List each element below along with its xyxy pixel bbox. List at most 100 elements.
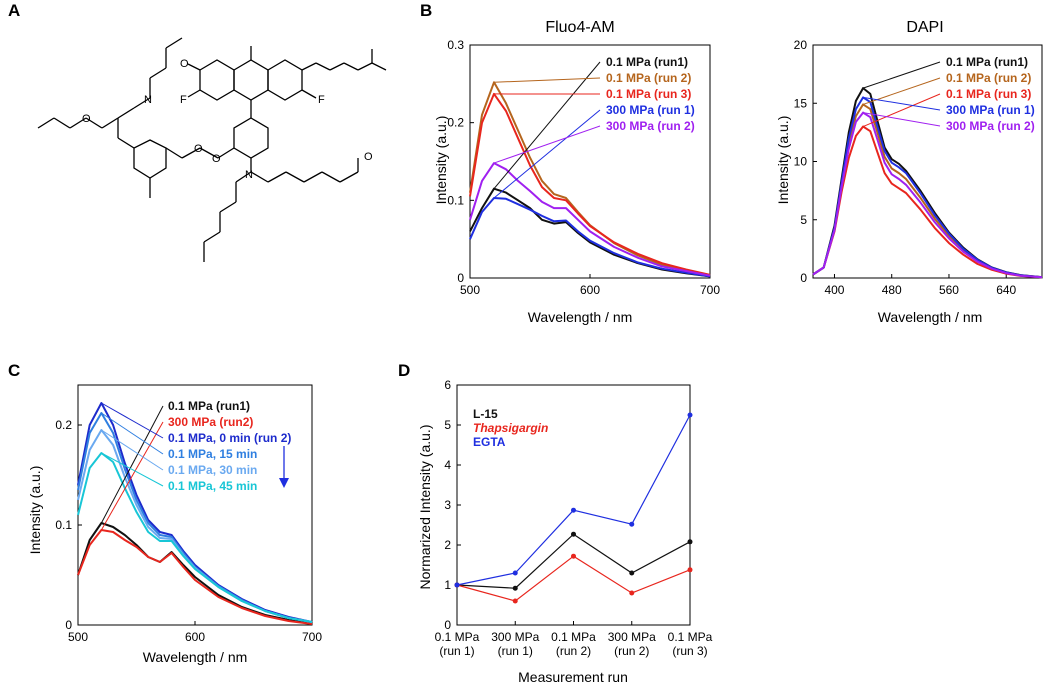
bond — [85, 117, 103, 129]
dapi-xtick-label: 560 — [939, 283, 959, 297]
normalized-xlabel: Measurement run — [518, 669, 628, 685]
time-legend-leader — [101, 412, 164, 455]
panel-letter-b: B — [420, 1, 432, 20]
normalized-ytick-label: 2 — [444, 538, 451, 552]
normalized-ylabel: Normarized Intensity (a.u.) — [417, 425, 433, 590]
dapi-legend-label: 0.1 MPa (run1) — [946, 55, 1028, 69]
fluo4-ylabel: Intensity (a.u.) — [433, 116, 449, 205]
normalized-ytick-label: 4 — [444, 458, 451, 472]
bond — [53, 117, 71, 129]
time-xtick-label: 500 — [68, 630, 88, 644]
bond — [117, 137, 135, 149]
bond — [133, 97, 151, 109]
time-ytick-label: 0.1 — [55, 518, 72, 532]
dapi-legend-label: 0.1 MPa (run 2) — [946, 71, 1031, 85]
fluo4-xtick-label: 600 — [580, 283, 600, 297]
time-trend-arrowhead — [279, 478, 289, 488]
aryl-ring-lower — [233, 117, 269, 159]
bond — [315, 62, 331, 71]
normalized-data-point — [629, 570, 635, 576]
bond — [301, 89, 317, 99]
normalized-data-point — [512, 570, 518, 576]
time-legend-label: 0.1 MPa, 0 min (run 2) — [168, 431, 291, 445]
normalized-xtick-sublabel: (run 3) — [672, 644, 707, 658]
bond — [203, 231, 221, 243]
time-legend-label: 0.1 MPa, 30 min — [168, 463, 257, 477]
bond — [343, 62, 359, 71]
fluo4-legend-label: 0.1 MPa (run 2) — [606, 71, 691, 85]
bond — [217, 147, 235, 159]
fluo4-ytick-label: 0 — [457, 271, 464, 285]
panel-letter-c: C — [8, 361, 20, 380]
normalized-ytick-label: 3 — [444, 498, 451, 512]
fluo4-series-line — [469, 81, 711, 277]
fluo4-legend-label: 300 MPa (run 1) — [606, 103, 695, 117]
bond — [371, 62, 387, 71]
bond — [117, 107, 135, 119]
normalized-xtick-sublabel: (run 1) — [439, 644, 474, 658]
dapi-xtick-label: 640 — [996, 283, 1016, 297]
normalized-series-line — [456, 555, 691, 602]
panel-letter-a: A — [8, 1, 20, 20]
fluo4-series-line — [469, 92, 711, 276]
dapi-series-line — [812, 125, 1043, 279]
time-legend-leader — [100, 421, 164, 531]
time-legend-label: 0.1 MPa, 45 min — [168, 479, 257, 493]
dapi-legend-leader — [862, 61, 941, 89]
xanthene-ring-left — [199, 59, 235, 101]
fluo4-am-structure-drawing — [37, 37, 387, 262]
normalized-xtick-label: 0.1 MPa — [668, 630, 713, 644]
panel-letter-d: D — [398, 361, 410, 380]
normalized-data-point — [687, 539, 693, 545]
normalized-data-point — [629, 521, 635, 527]
fluo4-xlabel: Wavelength / nm — [528, 309, 633, 325]
fluo4-legend-leader — [493, 77, 601, 83]
time-xlabel: Wavelength / nm — [143, 649, 248, 665]
normalized-series-line — [456, 533, 691, 589]
dapi-legend-leader — [863, 112, 941, 127]
time-legend-leader — [101, 402, 164, 439]
atom-label-f: F — [180, 94, 187, 106]
normalized-ytick-label: 0 — [444, 618, 451, 632]
time-series-line — [77, 522, 313, 624]
fluo4-ytick-label: 0.1 — [447, 193, 464, 207]
bond — [329, 62, 345, 71]
fluo4-legend-leader — [493, 109, 601, 199]
bond — [235, 171, 252, 183]
normalized-xtick-label: 300 MPa — [491, 630, 539, 644]
xanthene-ring-middle — [233, 59, 269, 101]
bond — [267, 171, 287, 183]
normalized-xtick-label: 300 MPa — [608, 630, 656, 644]
normalized-data-point — [687, 412, 693, 418]
fluo4-legend-leader — [493, 61, 601, 190]
dapi-legend-label: 0.1 MPa (run 3) — [946, 87, 1031, 101]
dapi-legend-label: 300 MPa (run 1) — [946, 103, 1035, 117]
normalized-xtick-sublabel: (run 2) — [556, 644, 591, 658]
atom-label-o: O — [212, 153, 221, 165]
time-legend-leader — [101, 452, 164, 487]
bond — [321, 171, 341, 183]
atom-label-o: O — [194, 143, 203, 155]
normalized-ytick-label: 6 — [444, 378, 451, 392]
atom-label-o: O — [180, 58, 189, 70]
time-legend-label: 0.1 MPa, 15 min — [168, 447, 257, 461]
fluo4-xtick-label: 700 — [700, 283, 720, 297]
normalized-data-point — [629, 590, 635, 596]
aryl-ring-left — [133, 139, 167, 179]
dapi-ytick-label: 10 — [794, 155, 808, 169]
fluo4-title: Fluo4-AM — [545, 19, 614, 36]
bond — [250, 171, 269, 183]
dapi-xlabel: Wavelength / nm — [878, 309, 983, 325]
normalized-data-point — [454, 582, 460, 588]
dapi-legend-label: 300 MPa (run 2) — [946, 119, 1035, 133]
bond — [285, 171, 305, 183]
dapi-ytick-label: 5 — [800, 213, 807, 227]
time-legend-label: 0.1 MPa (run1) — [168, 399, 250, 413]
atom-label-n: N — [144, 94, 152, 106]
fluo4-series-line — [469, 162, 711, 277]
time-xtick-label: 600 — [185, 630, 205, 644]
atom-label-f: F — [318, 94, 325, 106]
fluo4-legend-label: 300 MPa (run 2) — [606, 119, 695, 133]
bond — [199, 147, 219, 159]
